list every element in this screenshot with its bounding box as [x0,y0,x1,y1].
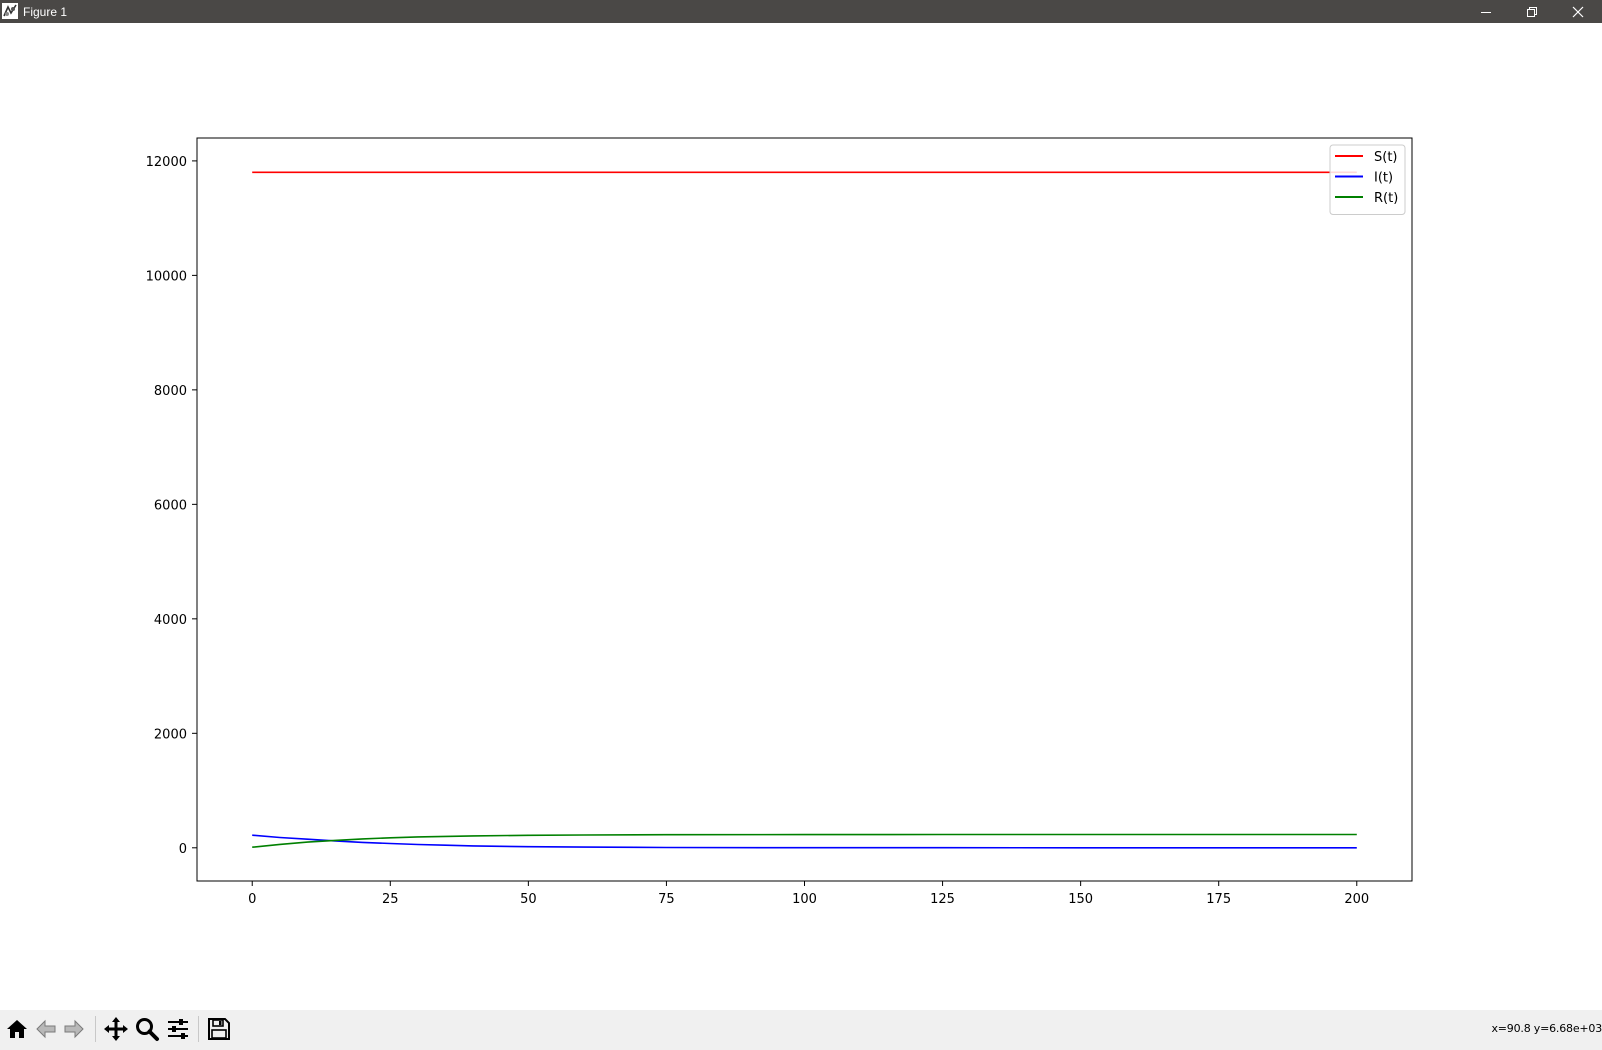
line-chart: 0 25 50 75 100 125 150 175 200 0 2000 4000 6000 8000… [146,137,1413,907]
home-button[interactable] [3,1015,31,1043]
x-tick-label: 50 [520,892,537,907]
pan-button[interactable] [102,1015,130,1043]
minimize-button[interactable] [1464,0,1508,23]
y-axis: 0 2000 4000 6000 8000 10000 12000 [146,155,197,857]
restore-icon [1527,6,1537,17]
minimize-icon [1481,11,1491,13]
toolbar-separator [198,1016,199,1042]
x-axis: 0 25 50 75 100 125 150 175 200 [248,881,1369,907]
toolbar-separator [95,1016,96,1042]
x-tick-label: 75 [658,892,675,907]
y-tick-label: 6000 [154,498,187,513]
configure-subplots-button[interactable] [164,1015,192,1043]
window-titlebar: Figure 1 [0,0,1602,23]
close-button[interactable] [1556,0,1600,23]
x-tick-label: 150 [1068,892,1093,907]
move-icon [104,1017,128,1041]
legend-label: S(t) [1374,150,1398,165]
save-button[interactable] [205,1015,233,1043]
legend: S(t) I(t) R(t) [1329,144,1406,215]
axes-frame [196,137,1413,882]
magnifier-icon [136,1018,159,1041]
y-tick-label: 0 [179,842,187,857]
x-tick-label: 25 [382,892,399,907]
forward-button[interactable] [60,1015,88,1043]
navigation-toolbar: x=90.8 y=6.68e+03 [0,1010,1602,1050]
x-tick-label: 100 [792,892,817,907]
x-tick-label: 200 [1344,892,1369,907]
cursor-coordinates: x=90.8 y=6.68e+03 [1491,1022,1602,1035]
arrow-left-icon [36,1019,56,1039]
floppy-disk-icon [208,1018,230,1040]
figure-canvas[interactable]: 0 25 50 75 100 125 150 175 200 0 2000 4000 6000 8000… [0,23,1602,1010]
x-tick-label: 125 [930,892,955,907]
y-tick-label: 2000 [154,727,187,742]
x-tick-label: 0 [248,892,256,907]
home-icon [7,1020,27,1038]
window-title: Figure 1 [23,5,68,19]
restore-button[interactable] [1510,0,1554,23]
series-line-3 [252,833,1357,848]
y-tick-label: 8000 [154,384,187,399]
y-tick-label: 4000 [154,613,187,628]
matplotlib-figure-icon [2,3,18,19]
y-tick-label: 10000 [146,269,187,284]
close-icon [1572,6,1584,17]
back-button[interactable] [32,1015,60,1043]
zoom-button[interactable] [133,1015,161,1043]
plot-area [252,171,1357,849]
y-tick-label: 12000 [146,155,187,170]
x-tick-label: 175 [1206,892,1231,907]
sliders-icon [168,1019,188,1039]
legend-label: I(t) [1374,171,1393,186]
arrow-right-icon [64,1019,84,1039]
legend-label: R(t) [1374,191,1398,206]
